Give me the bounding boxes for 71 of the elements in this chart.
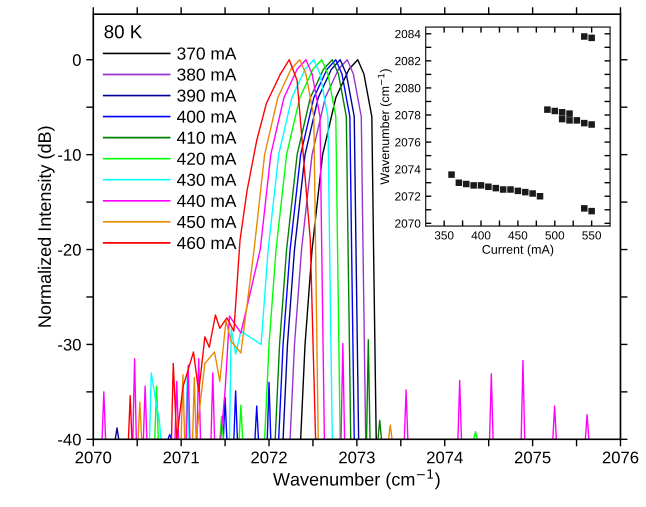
point: [478, 182, 484, 189]
x-tick-label: 450: [508, 231, 528, 240]
x-tick-label: 400: [471, 231, 490, 240]
point: [566, 117, 573, 124]
point: [574, 117, 580, 124]
y-axis-title: Wavenumber (cm$^{−1}$): [378, 69, 392, 185]
point: [463, 180, 470, 188]
legend-label: 410 mA: [177, 132, 236, 144]
point: [558, 109, 566, 116]
y-tick-label: 2078: [395, 111, 420, 120]
line-series: [137, 59, 393, 440]
legend-label: 440 mA: [177, 194, 236, 208]
point: [470, 182, 477, 189]
y-tick-label: -10: [58, 149, 81, 161]
line-series: [167, 59, 355, 440]
legend-label: 430 mA: [177, 174, 236, 186]
y-tick-label: 0: [72, 54, 81, 66]
point: [588, 208, 595, 214]
point: [581, 120, 588, 126]
point: [536, 192, 544, 200]
y-tick-label: 2072: [395, 192, 420, 201]
y-tick-label: 2070: [395, 219, 420, 228]
point: [558, 116, 566, 122]
point: [588, 121, 595, 128]
legend-label: 420 mA: [177, 152, 236, 165]
line-series: [289, 59, 366, 440]
y-tick-label: 2082: [395, 56, 420, 66]
x-tick-label: 2073: [339, 452, 375, 464]
point: [448, 171, 455, 178]
point: [500, 186, 506, 193]
y-tick-label: 2074: [395, 165, 421, 174]
point: [492, 184, 500, 192]
point: [514, 188, 522, 194]
x-tick-label: 2074: [427, 452, 463, 464]
legend-label: 390 mA: [177, 90, 236, 102]
x-tick-label: 500: [545, 231, 564, 240]
legend-label: 370 mA: [177, 47, 236, 60]
x-tick-label: 2070: [76, 452, 112, 464]
point: [581, 33, 588, 40]
y-tick-label: -30: [58, 338, 81, 351]
point: [581, 205, 588, 212]
line-series: [148, 59, 333, 440]
x-tick-label: 350: [434, 231, 454, 240]
x-tick-label: 2071: [163, 452, 199, 464]
x-tick-label: 2072: [251, 452, 287, 464]
point: [485, 184, 492, 190]
legend-label: 460 mA: [177, 236, 236, 250]
x-tick-label: 550: [582, 231, 602, 240]
point: [529, 190, 536, 197]
y-tick-label: -20: [58, 244, 81, 256]
legend-title: 80 K: [104, 25, 142, 38]
y-tick-label: 2076: [395, 138, 420, 146]
point: [507, 186, 514, 193]
point: [566, 110, 573, 117]
line-series: [128, 59, 316, 440]
y-tick-label: -40: [58, 434, 81, 446]
point: [544, 106, 551, 113]
y-tick-label: 2080: [395, 84, 420, 92]
legend-label: 400 mA: [177, 110, 236, 123]
legend-label: 380 mA: [177, 68, 236, 81]
point: [588, 34, 595, 42]
x-axis-title: Current (mA): [482, 244, 554, 256]
x-axis-title: Wavenumber (cm$^{−1}$): [273, 469, 440, 490]
point: [552, 108, 558, 114]
x-tick-label: 2075: [514, 452, 550, 464]
point: [456, 179, 462, 186]
legend-label: 450 mA: [177, 216, 236, 228]
point: [522, 188, 529, 196]
y-axis-title: Normalized Intensity (dB): [38, 126, 55, 327]
y-tick-label: 2084: [395, 30, 421, 38]
x-tick-label: 2076: [602, 452, 638, 464]
